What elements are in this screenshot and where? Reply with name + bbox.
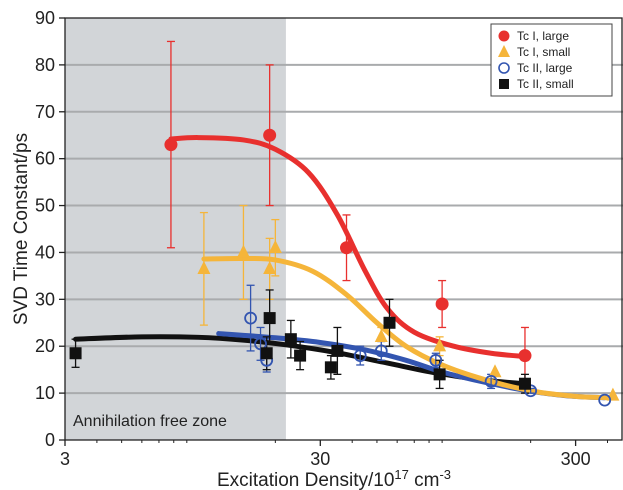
y-tick-label-90: 90 [35, 8, 55, 28]
marker-s1-p6 [488, 364, 502, 378]
fit-curves [73, 135, 616, 401]
annihilation-free-zone-region [65, 18, 286, 440]
marker-s0-p3 [435, 297, 449, 311]
marker-s3-p2 [263, 312, 276, 325]
legend-marker-2 [498, 62, 510, 74]
axis-ticks: 0 10 20 30 40 50 60 70 80 90 3 30 300 [35, 8, 609, 469]
x-axis-title: Excitation Density/1017 cm-3 [217, 467, 451, 490]
plot-frame [64, 17, 623, 441]
marker-s2-p0 [244, 311, 258, 325]
marker-s2-p6 [484, 374, 498, 388]
legend-entry-2: Tc II, large [498, 61, 573, 75]
x-axis-title-exponent: 17 [394, 467, 408, 482]
data-markers [69, 128, 620, 407]
legend-label-2: Tc II, large [517, 61, 573, 75]
marker-s3-p9 [518, 377, 531, 390]
marker-s3-p3 [284, 333, 297, 346]
legend: Tc I, large Tc I, small Tc II, large Tc II,… [490, 23, 613, 97]
marker-s0-p4 [518, 349, 532, 363]
y-tick-label-60: 60 [35, 149, 55, 169]
marker-s1-p3 [268, 239, 282, 253]
legend-marker-3 [499, 79, 509, 89]
y-tick-label-0: 0 [45, 430, 55, 450]
y-tick-label-80: 80 [35, 55, 55, 75]
y-tick-label-20: 20 [35, 336, 55, 356]
marker-s0-p2 [340, 241, 354, 255]
y-axis-title: SVD Time Constant/ps [11, 133, 32, 325]
marker-s2-p4 [374, 344, 388, 358]
x-axis-title-main: Excitation Density/10 [217, 470, 394, 490]
y-tick-label-10: 10 [35, 383, 55, 403]
marker-s3-p6 [331, 344, 344, 357]
legend-entry-1: Tc I, small [498, 45, 570, 59]
marker-s2-p3 [353, 349, 367, 363]
y-tick-label-40: 40 [35, 242, 55, 262]
legend-label-3: Tc II, small [517, 77, 574, 91]
legend-box [490, 23, 613, 97]
marker-s1-p5 [433, 338, 447, 352]
marker-s3-p7 [383, 316, 396, 329]
marker-s1-p7 [606, 387, 620, 401]
legend-entry-3: Tc II, small [499, 77, 574, 91]
marker-s1-p4 [374, 329, 388, 343]
legend-marker-1 [498, 45, 510, 57]
legend-marker-0 [498, 30, 510, 42]
legend-label-0: Tc I, large [517, 29, 569, 43]
fit-curve-1 [201, 255, 616, 401]
marker-s2-p8 [598, 393, 612, 407]
fit-curve-0 [168, 135, 528, 360]
marker-s3-p8 [433, 368, 446, 381]
gridlines [65, 63, 623, 395]
marker-s0-p0 [164, 138, 178, 152]
annihilation-free-zone-label: Annihilation free zone [73, 413, 227, 430]
marker-s1-p2 [263, 261, 277, 275]
marker-s3-p0 [69, 347, 82, 360]
marker-s2-p1 [254, 337, 267, 351]
marker-s3-p4 [294, 349, 307, 362]
error-bar-s2-p0 [246, 284, 255, 352]
marker-s1-p0 [197, 261, 211, 275]
y-tick-label-70: 70 [35, 102, 55, 122]
legend-label-1: Tc I, small [517, 45, 570, 59]
x-axis-title-unit-exponent: -3 [439, 467, 451, 482]
x-tick-label-300: 300 [561, 449, 591, 469]
y-tick-label-50: 50 [35, 196, 55, 216]
marker-s1-p1 [236, 244, 250, 258]
marker-s2-p5 [429, 353, 443, 367]
legend-entry-0: Tc I, large [498, 29, 569, 43]
marker-s3-p5 [324, 361, 337, 374]
x-tick-label-30: 30 [310, 449, 330, 469]
marker-s0-p1 [263, 128, 277, 142]
marker-s3-p1 [260, 347, 273, 360]
x-axis-title-unit: cm [409, 470, 440, 490]
x-tick-label-3: 3 [60, 449, 70, 469]
y-tick-label-30: 30 [35, 289, 55, 309]
